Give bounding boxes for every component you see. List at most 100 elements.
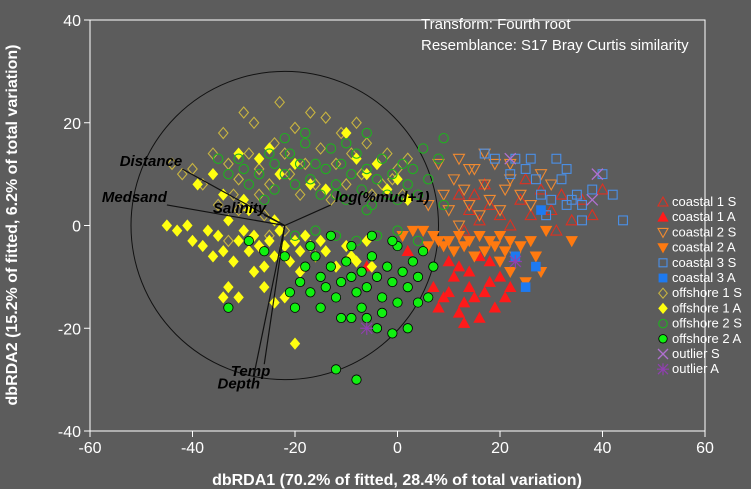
- data-point: [212, 153, 224, 164]
- data-point: [658, 334, 668, 344]
- data-point: [346, 240, 357, 252]
- data-points: [161, 95, 628, 385]
- data-point: [371, 174, 383, 185]
- data-point: [387, 168, 398, 180]
- data-point: [447, 270, 461, 282]
- data-point: [233, 172, 245, 186]
- data-point: [279, 132, 290, 144]
- data-point: [493, 230, 507, 243]
- data-point: [284, 287, 295, 298]
- data-point: [233, 203, 245, 217]
- data-point: [514, 193, 527, 205]
- data-point: [503, 218, 517, 231]
- data-point: [463, 236, 476, 248]
- data-point: [657, 195, 669, 207]
- data-point: [504, 236, 517, 248]
- legend-label: offshore 1 A: [672, 300, 741, 315]
- data-point: [320, 282, 331, 293]
- data-point: [478, 179, 492, 192]
- legend-label: offshore 2 S: [672, 316, 742, 331]
- y-tick-label: -40: [58, 424, 81, 441]
- vector-label: Depth: [218, 375, 261, 392]
- data-point: [566, 194, 577, 205]
- x-tick-label: 20: [491, 440, 509, 457]
- data-point: [325, 230, 336, 241]
- y-tick-label: 0: [72, 219, 81, 236]
- data-point: [269, 136, 280, 150]
- data-point: [366, 260, 378, 273]
- data-point: [341, 138, 352, 149]
- data-point: [498, 184, 512, 197]
- data-point: [539, 225, 553, 237]
- data-point: [310, 251, 321, 262]
- data-point: [561, 164, 572, 174]
- legend-entry: outlier A: [657, 361, 719, 376]
- data-point: [505, 169, 516, 180]
- legend-label: offshore 1 S: [672, 285, 742, 300]
- data-point: [483, 198, 497, 210]
- data-point: [657, 243, 669, 254]
- data-point: [310, 158, 321, 170]
- data-point: [315, 234, 326, 248]
- data-point: [463, 280, 476, 292]
- data-point: [336, 312, 347, 324]
- data-point: [596, 182, 609, 195]
- data-point: [585, 208, 599, 221]
- data-point: [284, 148, 296, 159]
- y-tick-label: 40: [63, 13, 81, 30]
- data-point: [427, 280, 440, 292]
- data-point: [279, 168, 290, 180]
- data-point: [536, 189, 546, 200]
- data-point: [442, 285, 455, 298]
- data-point: [524, 208, 538, 221]
- data-point: [243, 245, 255, 258]
- vector-line: [253, 225, 286, 375]
- data-point: [259, 281, 270, 294]
- data-point: [488, 301, 502, 313]
- data-point: [351, 116, 362, 130]
- data-point: [299, 157, 311, 171]
- legend-entry: coastal 2 S: [657, 224, 737, 239]
- data-point: [503, 174, 517, 186]
- data-point: [479, 148, 490, 159]
- data-point: [377, 307, 388, 318]
- data-point: [382, 189, 393, 200]
- data-point: [452, 220, 466, 233]
- data-point: [498, 291, 512, 303]
- data-point: [279, 251, 290, 262]
- vector-label: Salinity: [213, 200, 267, 217]
- data-point: [346, 271, 357, 282]
- data-point: [361, 204, 372, 216]
- data-point: [423, 292, 434, 303]
- vector-label: Temp: [231, 363, 270, 380]
- data-point: [423, 174, 434, 185]
- legend-entry: offshore 2 S: [658, 316, 742, 331]
- data-point: [259, 246, 270, 257]
- data-point: [412, 297, 424, 308]
- data-point: [529, 251, 543, 263]
- data-point: [452, 306, 466, 318]
- data-point: [397, 266, 408, 277]
- data-point: [371, 157, 383, 170]
- legend-label: coastal 1 S: [672, 194, 737, 209]
- data-point: [407, 163, 419, 175]
- data-point: [295, 276, 306, 288]
- data-point: [493, 205, 507, 217]
- data-point: [269, 296, 280, 309]
- data-point: [187, 234, 198, 248]
- data-point: [361, 312, 372, 324]
- data-point: [493, 270, 507, 282]
- data-point: [320, 111, 332, 124]
- data-point: [447, 246, 461, 258]
- data-point: [356, 266, 367, 277]
- data-point: [289, 337, 301, 350]
- data-point: [233, 234, 244, 248]
- data-point: [279, 147, 291, 160]
- data-point: [452, 153, 466, 166]
- series-offshore-2-a: [223, 230, 439, 385]
- data-point: [243, 147, 255, 160]
- data-point: [320, 245, 331, 258]
- data-point: [351, 287, 362, 298]
- data-point: [361, 127, 372, 139]
